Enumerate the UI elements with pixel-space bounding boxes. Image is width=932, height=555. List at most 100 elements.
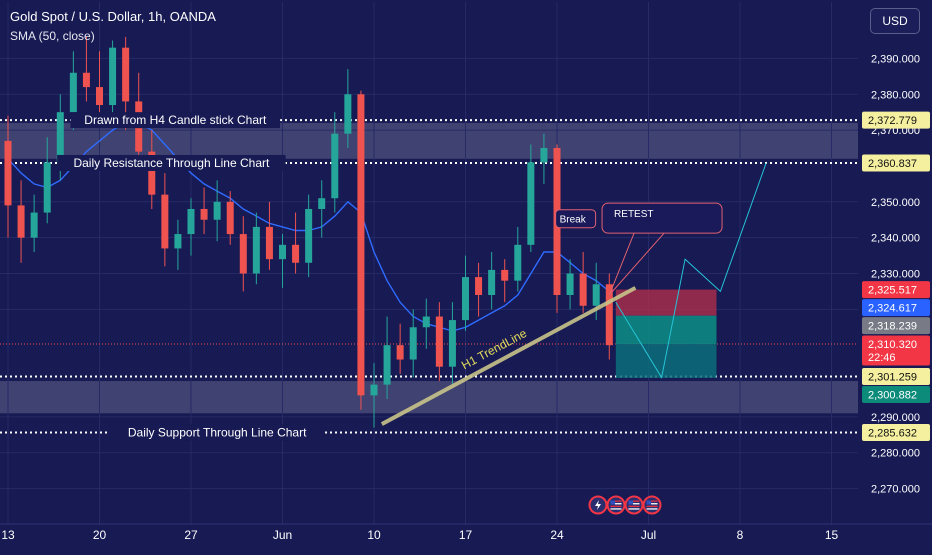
us-flag-event-icon[interactable] <box>624 495 644 515</box>
candle-body <box>200 208 208 220</box>
flag-stripe <box>610 508 622 510</box>
lightning-event-icon[interactable] <box>588 495 608 515</box>
flag-stripe <box>628 503 640 505</box>
indicator-label[interactable]: SMA (50, close) <box>10 29 95 43</box>
price-tag-yellow[interactable]: 2,301.259 <box>862 368 930 386</box>
candle <box>435 302 443 382</box>
price-tag-yellow[interactable]: 2,285.632 <box>862 424 930 442</box>
candle <box>370 363 378 428</box>
candle-body <box>82 72 90 88</box>
candle-body <box>292 244 300 263</box>
price-tag-red[interactable]: 2,325.517 <box>862 281 930 299</box>
candle <box>318 180 326 238</box>
candle-body <box>69 72 77 113</box>
us-flag-event-icon[interactable] <box>606 495 626 515</box>
candle <box>239 216 247 292</box>
h1-trendline <box>380 286 637 426</box>
level-label-bg <box>70 112 281 129</box>
retest-callout <box>601 202 723 234</box>
price-axis-bg <box>858 0 932 550</box>
time-tick-label: 10 <box>367 528 381 542</box>
grid-layer <box>0 2 858 524</box>
candle-body <box>109 47 117 106</box>
candle <box>488 251 496 310</box>
candle-body <box>30 212 38 238</box>
price-tag-yellow[interactable]: 2,360.837 <box>862 154 930 172</box>
candle-body <box>357 94 365 396</box>
candles-layer <box>4 36 613 428</box>
price-tag-gray[interactable]: 2,318.239 <box>862 317 930 335</box>
candle-body <box>161 194 169 249</box>
level-label: Daily Support Through Line Chart <box>128 426 307 440</box>
chart-header: Gold Spot / U.S. Dollar, 1h, OANDA SMA (… <box>10 9 216 43</box>
candle-body <box>344 94 352 134</box>
price-tag-label: 2,301.259 <box>868 372 917 384</box>
candle-body <box>592 284 600 306</box>
flag-stripe <box>610 500 622 502</box>
price-zone <box>0 122 858 159</box>
price-tick-label: 2,350.000 <box>871 197 920 209</box>
event-markers-layer <box>588 495 662 515</box>
price-tag-label: 2,285.632 <box>868 428 917 440</box>
price-tag-bg <box>862 368 930 386</box>
time-tick-label: 17 <box>459 528 473 542</box>
price-tag-bg <box>862 281 930 299</box>
flag-stripe <box>610 505 622 507</box>
candle <box>409 309 417 378</box>
candle-body <box>370 384 378 396</box>
candle <box>200 187 208 235</box>
candle <box>383 316 391 399</box>
candle <box>305 194 313 278</box>
candle <box>213 180 221 242</box>
symbol-title[interactable]: Gold Spot / U.S. Dollar, 1h, OANDA <box>10 9 216 24</box>
price-tag-label: 2,360.837 <box>868 158 917 170</box>
time-tick-label: 24 <box>550 528 564 542</box>
candle-body <box>409 327 417 360</box>
candle <box>501 259 509 303</box>
time-tick-label: Jul <box>641 528 656 542</box>
time-tick-label: 8 <box>737 528 744 542</box>
price-tag-label: 2,325.517 <box>868 285 917 297</box>
us-flag-event-icon[interactable] <box>642 495 662 515</box>
candle <box>605 273 613 360</box>
candle-body <box>579 273 587 306</box>
price-tag-label: 2,310.320 <box>868 339 917 351</box>
price-tag-label: 2,318.239 <box>868 321 917 333</box>
candle-body <box>265 226 273 260</box>
time-tick-label: 15 <box>825 528 839 542</box>
candle-body <box>475 277 483 296</box>
candle-body <box>187 208 195 235</box>
flag-stripe <box>646 500 658 502</box>
price-tag-yellow[interactable]: 2,372.779 <box>862 111 930 129</box>
flag-stripe <box>628 505 640 507</box>
flag-stripe <box>628 500 640 502</box>
currency-button[interactable]: USD <box>870 8 920 34</box>
candle <box>82 36 90 102</box>
candle <box>265 201 273 270</box>
candle-body <box>226 201 234 235</box>
flag-stripe <box>646 505 658 507</box>
price-tick-label: 2,330.000 <box>871 269 920 281</box>
candle <box>187 198 195 256</box>
flag-canton <box>646 500 651 505</box>
price-tick-label: 2,290.000 <box>871 412 920 424</box>
candle-body <box>396 345 404 360</box>
candle <box>579 251 587 313</box>
candle <box>43 137 51 224</box>
break-label: Break <box>560 215 587 226</box>
projection-layer <box>615 162 767 379</box>
price-tag-green[interactable]: 2,300.882 <box>862 386 930 404</box>
candle-body <box>566 273 574 296</box>
price-tag-blue[interactable]: 2,324.617 <box>862 299 930 317</box>
candle-body <box>461 277 469 321</box>
price-tag-bg <box>862 299 930 317</box>
take-profit-zone-lower <box>615 344 717 378</box>
candle-body <box>213 201 221 220</box>
take-profit-zone-upper <box>615 315 717 345</box>
candle <box>17 180 25 263</box>
candle <box>252 212 260 285</box>
price-axis-layer: 2,390.0002,380.0002,370.0002,350.0002,34… <box>858 0 932 550</box>
